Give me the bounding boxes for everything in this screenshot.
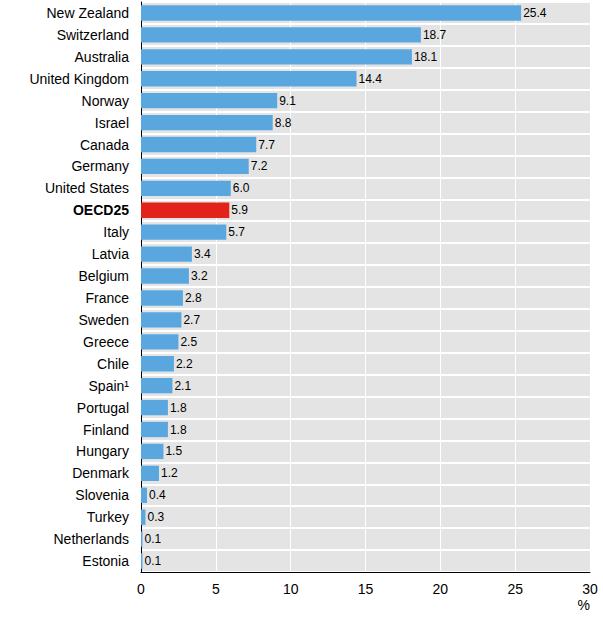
svg-text:7.7: 7.7 xyxy=(258,138,275,152)
svg-text:Italy: Italy xyxy=(103,224,129,240)
svg-text:9.1: 9.1 xyxy=(279,94,296,108)
svg-text:5.7: 5.7 xyxy=(228,225,245,239)
svg-text:Hungary: Hungary xyxy=(76,443,129,459)
svg-text:15: 15 xyxy=(358,581,374,597)
svg-text:14.4: 14.4 xyxy=(359,72,383,86)
svg-text:18.7: 18.7 xyxy=(423,28,447,42)
svg-text:United Kingdom: United Kingdom xyxy=(29,71,129,87)
svg-text:Turkey: Turkey xyxy=(87,509,129,525)
svg-text:Estonia: Estonia xyxy=(82,553,129,569)
svg-text:Denmark: Denmark xyxy=(72,465,130,481)
svg-text:2.1: 2.1 xyxy=(174,379,191,393)
svg-text:7.2: 7.2 xyxy=(251,159,268,173)
svg-text:Germany: Germany xyxy=(71,158,129,174)
svg-text:Sweden: Sweden xyxy=(78,312,129,328)
svg-text:0.3: 0.3 xyxy=(147,510,164,524)
svg-text:2.8: 2.8 xyxy=(185,291,202,305)
svg-text:0.4: 0.4 xyxy=(149,488,166,502)
svg-text:%: % xyxy=(578,597,590,613)
svg-text:5: 5 xyxy=(212,581,220,597)
svg-text:0: 0 xyxy=(137,581,145,597)
svg-text:10: 10 xyxy=(283,581,299,597)
svg-text:Latvia: Latvia xyxy=(92,246,130,262)
svg-text:1.8: 1.8 xyxy=(170,401,187,415)
svg-text:1.2: 1.2 xyxy=(161,466,178,480)
svg-text:3.4: 3.4 xyxy=(194,247,211,261)
svg-text:Belgium: Belgium xyxy=(78,268,129,284)
svg-text:18.1: 18.1 xyxy=(414,50,438,64)
svg-text:25.4: 25.4 xyxy=(523,6,547,20)
svg-text:Finland: Finland xyxy=(83,422,129,438)
svg-text:1.5: 1.5 xyxy=(165,444,182,458)
svg-text:30: 30 xyxy=(582,581,598,597)
svg-text:Canada: Canada xyxy=(80,137,129,153)
svg-text:Portugal: Portugal xyxy=(77,400,129,416)
svg-text:Greece: Greece xyxy=(83,334,129,350)
svg-text:2.7: 2.7 xyxy=(183,313,200,327)
svg-text:20: 20 xyxy=(433,581,449,597)
svg-text:8.8: 8.8 xyxy=(275,116,292,130)
svg-text:Israel: Israel xyxy=(95,115,129,131)
svg-text:25: 25 xyxy=(507,581,523,597)
svg-text:1.8: 1.8 xyxy=(170,423,187,437)
svg-text:United States: United States xyxy=(45,180,129,196)
svg-text:Switzerland: Switzerland xyxy=(57,27,129,43)
svg-text:0.1: 0.1 xyxy=(144,554,161,568)
svg-text:Spain¹: Spain¹ xyxy=(89,378,130,394)
svg-text:Norway: Norway xyxy=(82,93,129,109)
svg-text:6.0: 6.0 xyxy=(233,181,250,195)
svg-text:5.9: 5.9 xyxy=(231,203,248,217)
svg-text:2.2: 2.2 xyxy=(176,357,193,371)
svg-text:Chile: Chile xyxy=(97,356,129,372)
svg-text:Netherlands: Netherlands xyxy=(54,531,130,547)
svg-text:0.1: 0.1 xyxy=(144,532,161,546)
svg-text:2.5: 2.5 xyxy=(180,335,197,349)
svg-text:3.2: 3.2 xyxy=(191,269,208,283)
svg-text:New Zealand: New Zealand xyxy=(47,5,130,21)
svg-text:Australia: Australia xyxy=(75,49,130,65)
svg-text:France: France xyxy=(85,290,129,306)
svg-text:OECD25: OECD25 xyxy=(73,202,129,218)
svg-text:Slovenia: Slovenia xyxy=(75,487,129,503)
